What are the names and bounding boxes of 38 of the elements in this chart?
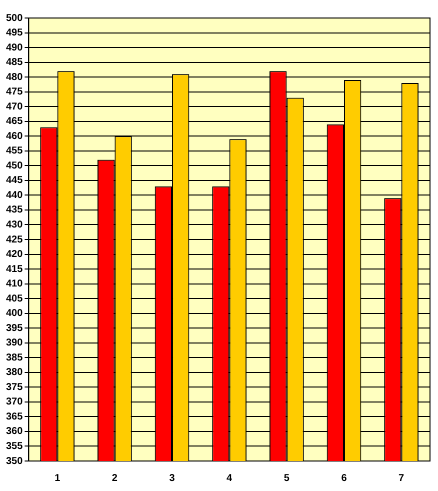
y-tick-label: 480 (6, 72, 24, 83)
y-tick-label: 485 (6, 57, 24, 68)
y-tick-label: 445 (6, 175, 24, 186)
y-tick-label: 440 (6, 190, 24, 201)
y-tick-label: 360 (6, 426, 24, 438)
y-tick-label: 450 (6, 160, 24, 172)
y-tick-label: 425 (6, 234, 24, 246)
y-tick-label: 350 (6, 456, 24, 467)
y-tick-label: 470 (6, 101, 24, 112)
x-tick-label: 2 (112, 472, 118, 484)
x-tick-label: 6 (341, 472, 348, 484)
y-tick-label: 400 (6, 308, 24, 320)
y-tick-label: 420 (6, 249, 24, 260)
y-tick-label: 430 (6, 219, 24, 230)
y-tick-label: 490 (6, 42, 24, 54)
y-tick-label: 390 (6, 338, 24, 349)
y-tick-label: 380 (6, 367, 24, 378)
x-tick-label: 1 (54, 472, 61, 484)
y-tick-label: 455 (6, 146, 24, 157)
y-tick-label: 385 (6, 352, 24, 364)
y-tick-label: 435 (6, 204, 24, 216)
y-tick-label: 410 (6, 278, 24, 290)
y-tick-label: 500 (6, 12, 24, 24)
x-tick-label: 3 (169, 472, 176, 484)
y-tick-label: 465 (6, 116, 24, 128)
y-tick-label: 355 (6, 440, 24, 452)
x-tick-label: 7 (398, 472, 405, 484)
y-tick-label: 370 (6, 396, 24, 408)
y-tick-label: 475 (6, 86, 24, 98)
y-tick-label: 495 (6, 28, 24, 39)
y-tick-label: 460 (6, 130, 24, 142)
y-tick-label: 405 (6, 293, 24, 304)
y-tick-label: 415 (6, 264, 24, 275)
y-tick-label: 365 (6, 411, 24, 422)
x-tick-label: 4 (226, 472, 233, 484)
x-tick-label: 5 (284, 472, 290, 484)
y-tick-label: 395 (6, 322, 24, 334)
y-tick-label: 375 (6, 382, 24, 393)
